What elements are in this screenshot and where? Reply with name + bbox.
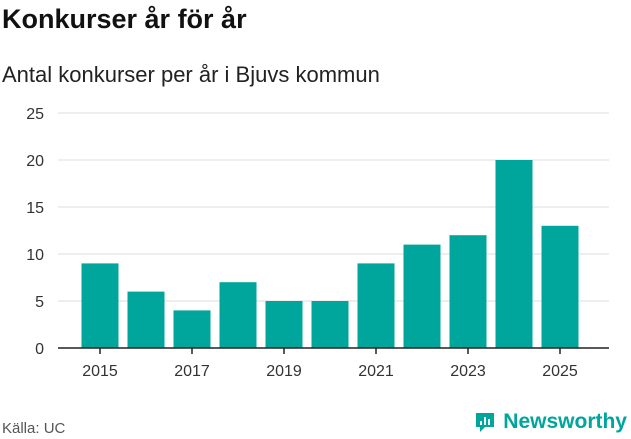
x-axis [58,347,609,354]
bar-2019 [265,301,303,348]
brand-logo: Newsworthy [474,406,627,438]
source-note: Källa: UC [2,420,66,437]
y-tick-label-0: 0 [35,341,44,358]
bar-2015 [81,263,119,348]
y-tick-label-5: 5 [35,294,44,311]
x-tick-label-2025: 2025 [542,363,578,380]
y-tick-label-15: 15 [26,200,44,217]
bar-2017 [173,310,211,348]
bar-2021 [357,263,395,348]
bar-2018 [219,282,257,348]
y-tick-label-25: 25 [26,106,44,123]
x-tick-label-2021: 2021 [358,363,394,380]
y-tick-label-10: 10 [26,247,44,264]
bar-2022 [403,244,441,348]
x-tick-label-2023: 2023 [450,363,486,380]
x-tick-label-2019: 2019 [266,363,302,380]
bars [81,160,579,348]
newsworthy-logo-icon [476,413,495,432]
x-tick-label-2015: 2015 [82,363,118,380]
bar-2023 [449,235,487,348]
y-tick-label-20: 20 [26,153,44,170]
chart-subtitle: Antal konkurser per år i Bjuvs kommun [2,62,380,87]
y-tick-labels: 0 5 10 15 20 25 [26,106,44,358]
x-tick-labels: 2015 2017 2019 2021 2023 2025 [82,363,578,380]
page-title: Konkurser år för år [2,4,247,34]
bar-2016 [127,291,165,348]
x-tick-label-2017: 2017 [174,363,210,380]
brand-name: Newsworthy [503,410,627,433]
bar-2020 [311,301,349,348]
bar-2024 [495,160,533,348]
bar-2025 [541,225,579,348]
